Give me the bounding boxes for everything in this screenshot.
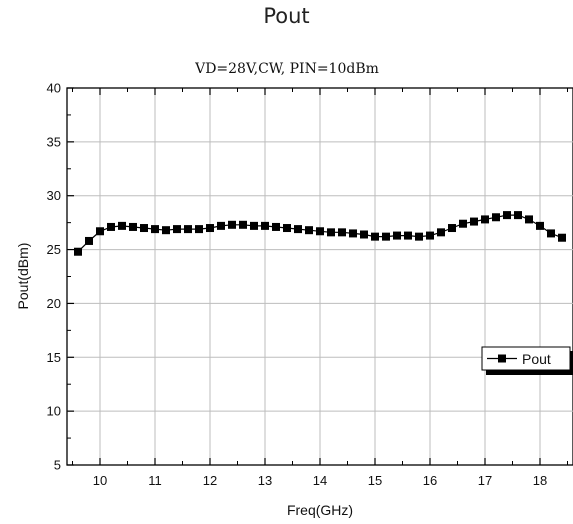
data-point (426, 231, 434, 240)
legend: Pout (481, 346, 573, 375)
y-tick-label: 5 (54, 458, 61, 473)
page-title: Pout (263, 4, 310, 28)
x-tick-label: 11 (148, 473, 162, 488)
data-point (217, 221, 225, 230)
data-point (371, 232, 379, 241)
data-point (327, 228, 335, 237)
data-point (118, 221, 126, 230)
data-point (415, 232, 423, 241)
data-point (162, 226, 170, 235)
data-point (206, 224, 214, 233)
data-point (525, 215, 533, 224)
y-tick-label: 30 (47, 188, 61, 203)
legend-box (481, 346, 571, 371)
y-tick-label: 20 (47, 296, 61, 311)
x-axis-label: Freq(GHz) (287, 502, 353, 518)
data-point (503, 211, 511, 220)
data-point (85, 236, 93, 245)
data-point (74, 247, 82, 256)
data-point (536, 221, 544, 230)
data-point (437, 228, 445, 237)
data-point (547, 229, 555, 238)
data-point (360, 230, 368, 239)
data-point (151, 225, 159, 234)
legend-marker (498, 354, 506, 363)
data-point (184, 225, 192, 234)
data-point (514, 211, 522, 220)
data-point (173, 225, 181, 234)
y-tick-label: 25 (47, 242, 61, 257)
data-point (283, 224, 291, 233)
axis-ticks (67, 87, 568, 466)
data-point (459, 219, 467, 228)
y-axis-label: Pout(dBm) (15, 243, 31, 310)
data-point (393, 231, 401, 240)
x-tick-labels: 10 11 12 13 14 15 16 17 18 (93, 473, 547, 488)
data-point (96, 227, 104, 236)
y-tick-label: 40 (47, 81, 61, 96)
data-point (250, 221, 258, 230)
data-point (470, 217, 478, 226)
x-tick-label: 10 (93, 473, 107, 488)
y-tick-label: 10 (47, 404, 61, 419)
x-tick-label: 15 (368, 473, 382, 488)
y-tick-label: 35 (47, 134, 61, 149)
data-point (239, 220, 247, 229)
data-point (140, 224, 148, 233)
x-tick-label: 12 (203, 473, 217, 488)
legend-label: Pout (522, 351, 551, 367)
data-point (305, 226, 313, 235)
y-tick-labels: 5 10 15 20 25 30 35 40 (47, 81, 61, 473)
data-point (481, 215, 489, 224)
data-point (448, 224, 456, 233)
data-point (382, 232, 390, 241)
data-point (492, 213, 500, 222)
data-point (316, 227, 324, 236)
y-tick-label: 15 (47, 350, 61, 365)
data-point (294, 225, 302, 234)
data-point (195, 225, 203, 234)
data-point (107, 222, 115, 231)
series-layer (74, 211, 566, 256)
x-tick-label: 14 (313, 473, 327, 488)
data-point (404, 231, 412, 240)
data-point (349, 229, 357, 238)
x-tick-label: 18 (533, 473, 547, 488)
x-tick-label: 13 (258, 473, 272, 488)
chart-title: VD=28V,CW, PIN=10dBm (194, 61, 379, 77)
data-point (272, 222, 280, 231)
x-tick-label: 16 (423, 473, 437, 488)
x-tick-label: 17 (478, 473, 492, 488)
data-point (558, 233, 566, 242)
data-point (129, 222, 137, 231)
data-point (228, 220, 236, 229)
data-point (338, 228, 346, 237)
data-point (261, 221, 269, 230)
grid-lines (67, 88, 573, 465)
